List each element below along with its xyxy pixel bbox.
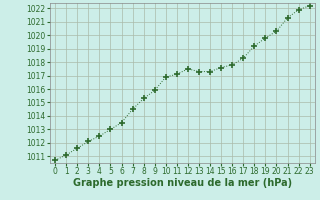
X-axis label: Graphe pression niveau de la mer (hPa): Graphe pression niveau de la mer (hPa) xyxy=(73,178,292,188)
